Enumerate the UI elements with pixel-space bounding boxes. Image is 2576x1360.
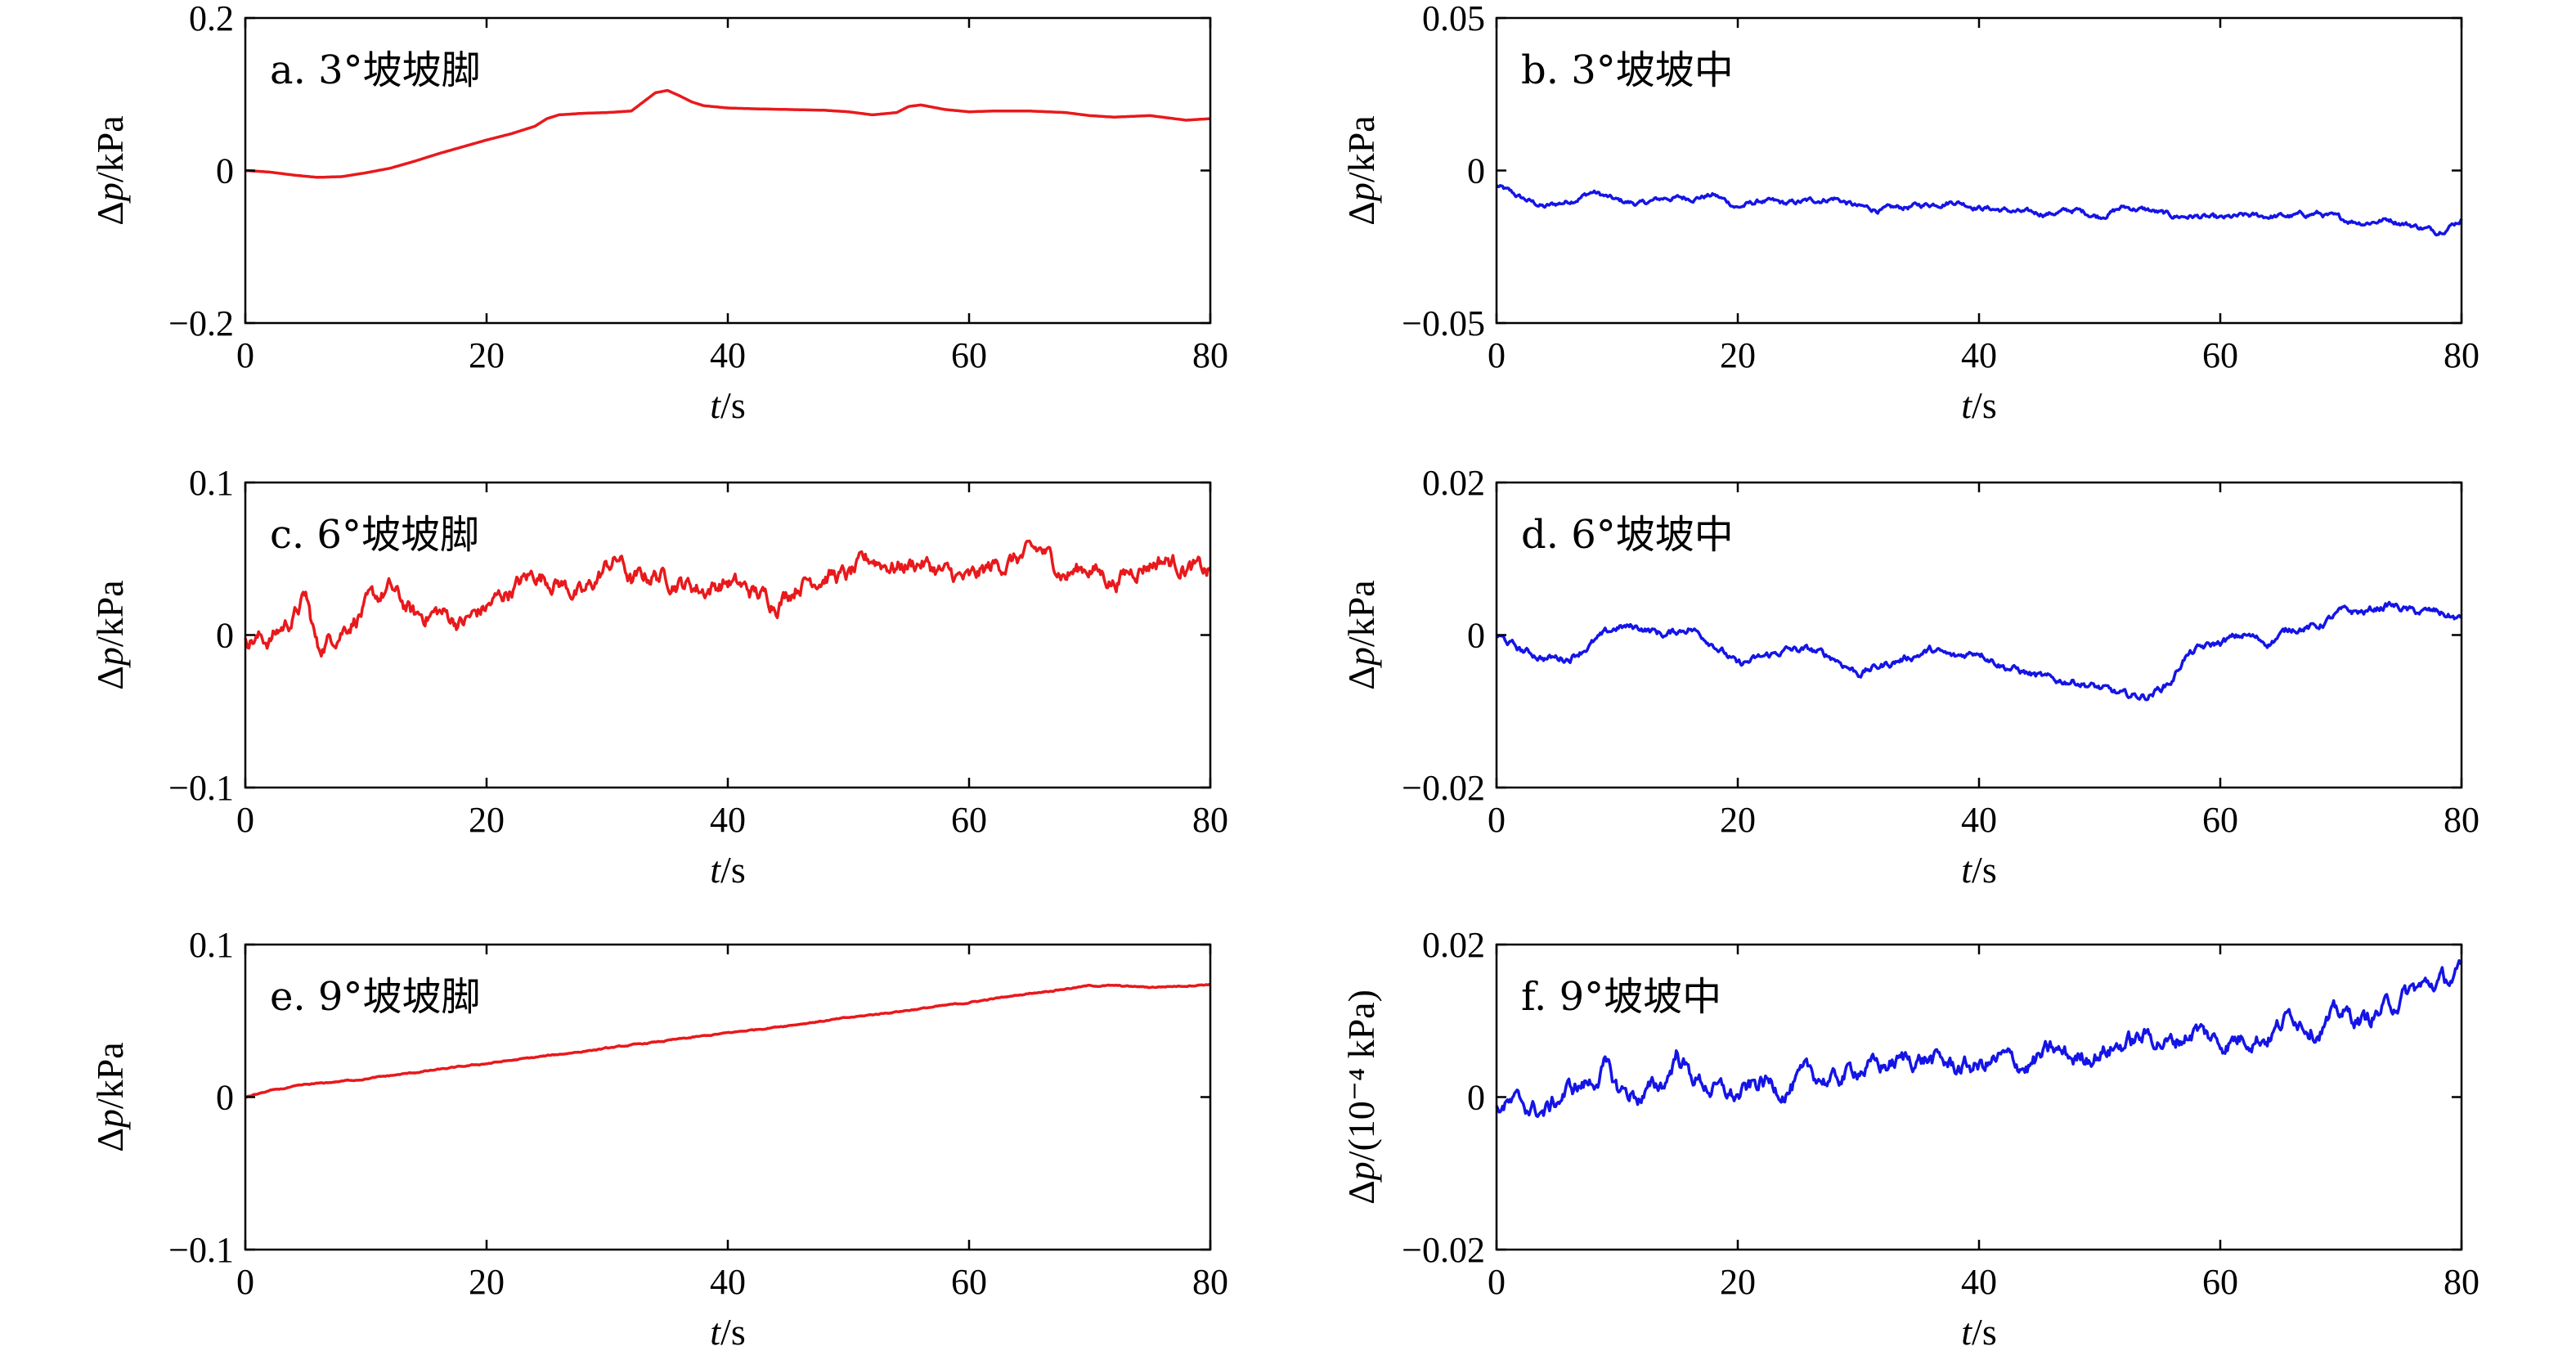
x-tick-label: 40	[710, 800, 746, 840]
panel-label: c. 6°坡坡脚	[270, 512, 479, 558]
x-tick-label: 0	[236, 800, 254, 840]
panel-label: f. 9°坡坡中	[1521, 974, 1721, 1020]
x-tick-label: 60	[951, 335, 987, 375]
series-line	[244, 539, 1212, 658]
y-tick-label: 0	[216, 151, 234, 191]
x-tick-label: 60	[951, 1262, 987, 1302]
y-axis-label: Δp/kPa	[1340, 580, 1382, 689]
series-line	[245, 982, 1211, 1099]
y-tick-label: −0.02	[1402, 1230, 1485, 1270]
y-tick-label: 0	[216, 616, 234, 656]
x-tick-label: 20	[1720, 335, 1756, 375]
x-tick-label: 0	[1488, 800, 1506, 840]
y-axis-label: Δp/kPa	[89, 580, 131, 689]
x-tick-label: 80	[1192, 335, 1228, 375]
x-tick-label: 80	[2444, 1262, 2480, 1302]
y-axis-label: Δp/(10⁻⁴ kPa)	[1340, 990, 1382, 1205]
series-line	[1495, 184, 2463, 237]
x-tick-label: 60	[951, 800, 987, 840]
x-tick-label: 40	[710, 1262, 746, 1302]
y-tick-label: 0.02	[1422, 463, 1485, 503]
y-tick-label: 0.1	[189, 925, 234, 965]
x-tick-label: 20	[1720, 1262, 1756, 1302]
y-axis-label: Δp/kPa	[1340, 115, 1382, 225]
series-line	[1496, 600, 2463, 702]
x-tick-label: 40	[1961, 1262, 1997, 1302]
y-tick-label: 0	[216, 1078, 234, 1118]
x-tick-label: 80	[2444, 335, 2480, 375]
x-tick-label: 0	[236, 1262, 254, 1302]
y-tick-label: −0.1	[168, 1230, 234, 1270]
x-tick-label: 0	[1488, 1262, 1506, 1302]
x-tick-label: 60	[2202, 335, 2238, 375]
y-tick-label: −0.1	[168, 768, 234, 808]
x-tick-label: 80	[1192, 1262, 1228, 1302]
x-tick-label: 20	[469, 335, 505, 375]
x-axis-label: t/s	[710, 384, 745, 426]
x-axis-label: t/s	[1961, 849, 1996, 891]
x-tick-label: 20	[1720, 800, 1756, 840]
x-tick-label: 40	[710, 335, 746, 375]
y-tick-label: −0.2	[168, 303, 234, 343]
x-axis-label: t/s	[710, 849, 745, 891]
y-axis-label: Δp/kPa	[89, 1042, 131, 1151]
y-tick-label: 0	[1467, 151, 1485, 191]
x-tick-label: 0	[236, 335, 254, 375]
x-tick-label: 80	[1192, 800, 1228, 840]
y-tick-label: −0.05	[1402, 303, 1485, 343]
x-tick-label: 60	[2202, 1262, 2238, 1302]
x-tick-label: 20	[469, 1262, 505, 1302]
panel-label: e. 9°坡坡脚	[270, 974, 480, 1020]
y-tick-label: 0.1	[189, 463, 234, 503]
y-tick-label: 0	[1467, 1078, 1485, 1118]
x-axis-label: t/s	[1961, 1311, 1996, 1353]
x-tick-label: 0	[1488, 335, 1506, 375]
x-tick-label: 80	[2444, 800, 2480, 840]
x-tick-label: 60	[2202, 800, 2238, 840]
x-axis-label: t/s	[1961, 384, 1996, 426]
y-tick-label: 0.02	[1422, 925, 1485, 965]
y-tick-label: 0.05	[1422, 0, 1485, 38]
x-tick-label: 20	[469, 800, 505, 840]
x-axis-label: t/s	[710, 1311, 745, 1353]
x-tick-label: 40	[1961, 335, 1997, 375]
series-line	[245, 88, 1211, 179]
y-tick-label: 0.2	[189, 0, 234, 38]
y-axis-label: Δp/kPa	[89, 115, 131, 225]
panel-label: b. 3°坡坡中	[1521, 47, 1734, 93]
panel-label: d. 6°坡坡中	[1521, 512, 1734, 558]
x-tick-label: 40	[1961, 800, 1997, 840]
panel-label: a. 3°坡坡脚	[270, 47, 481, 93]
y-tick-label: −0.02	[1402, 768, 1485, 808]
y-tick-label: 0	[1467, 616, 1485, 656]
series-line	[1495, 958, 2463, 1119]
